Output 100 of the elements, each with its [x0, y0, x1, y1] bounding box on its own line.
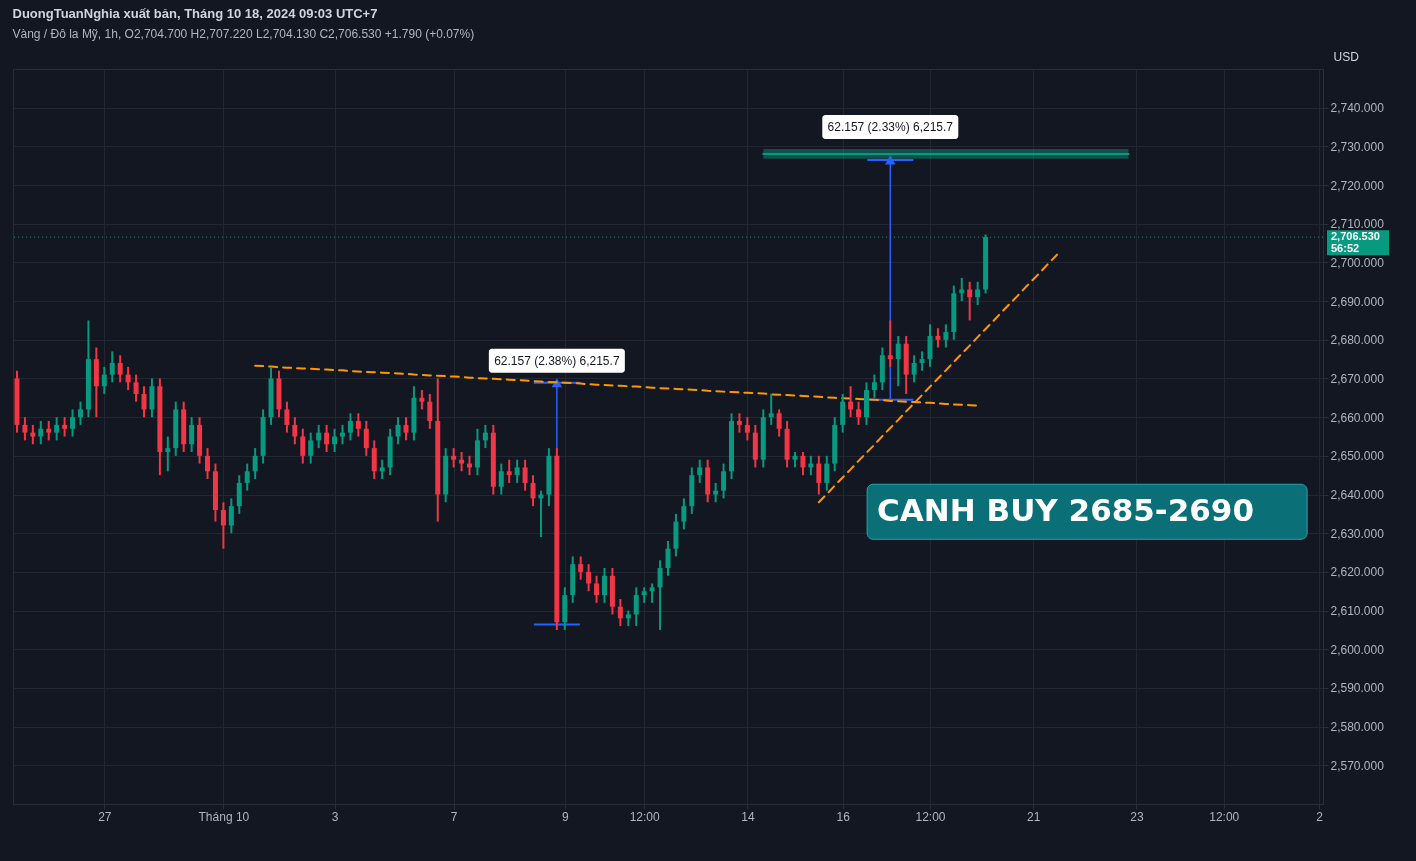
candlestick: [816, 454, 822, 496]
x-tick-label: 23: [1130, 809, 1144, 824]
candlestick: [594, 574, 600, 604]
candlestick: [601, 567, 607, 604]
candlestick: [38, 420, 44, 446]
x-tick-label: 3: [331, 809, 339, 824]
y-tick-label: 2,620.000: [1330, 565, 1385, 580]
candlestick: [133, 373, 139, 403]
candlestick: [165, 435, 171, 473]
candlestick: [252, 447, 258, 481]
candlestick: [30, 423, 36, 446]
candlestick: [355, 412, 361, 438]
candlestick: [776, 408, 782, 438]
candlestick: [848, 385, 854, 419]
candlestick: [379, 458, 385, 481]
candlestick: [721, 462, 727, 500]
x-tick-label: 14: [741, 809, 755, 824]
candlestick: [22, 416, 28, 442]
candlestick: [522, 458, 528, 492]
y-tick-label: 2,600.000: [1330, 642, 1385, 657]
y-tick-label: 2,710.000: [1330, 217, 1385, 232]
x-tick-label: 12:00: [915, 809, 946, 824]
candlestick: [800, 450, 806, 477]
candlestick: [339, 423, 345, 446]
candlestick: [824, 454, 830, 492]
candlestick: [300, 427, 306, 465]
candlestick: [768, 392, 774, 426]
candlestick: [54, 416, 60, 442]
candlestick: [62, 416, 68, 438]
candlestick: [514, 458, 520, 484]
candlestick: [427, 392, 433, 430]
candlestick: [871, 373, 877, 399]
candlestick: [324, 423, 330, 453]
candlestick: [236, 474, 242, 515]
x-tick-label: 21: [1027, 809, 1041, 824]
candlestick: [395, 416, 401, 446]
y-tick-label: 2,680.000: [1330, 333, 1385, 348]
candlestick: [205, 447, 211, 481]
x-tick-label: 27: [98, 809, 112, 824]
candlestick: [911, 354, 917, 384]
candlestick: [744, 416, 750, 442]
candlestick: [665, 539, 671, 577]
x-tick-label: 2: [1316, 809, 1324, 824]
candlestick: [141, 385, 147, 419]
candlestick: [244, 462, 250, 492]
candlestick: [189, 416, 195, 453]
candlestick: [713, 481, 719, 504]
candlestick: [70, 408, 76, 438]
y-tick-label: 2,640.000: [1330, 488, 1385, 503]
candlestick: [633, 586, 639, 628]
candlestick: [943, 323, 949, 349]
candlestick: [681, 497, 687, 531]
y-tick-label: 2,700.000: [1330, 255, 1385, 270]
ref-line-label: 2,706.530 56:52: [1331, 230, 1380, 255]
candlestick: [617, 597, 623, 628]
x-tick-label: 7: [450, 809, 458, 824]
candlestick: [284, 400, 290, 434]
candlestick: [530, 474, 536, 508]
candlestick: [657, 559, 663, 631]
candlestick: [459, 450, 465, 473]
candlestick: [220, 501, 226, 550]
candlestick: [895, 334, 901, 388]
chart-title: DuongTuanNghia xuất bản, Tháng 10 18, 2024 09:03 UTC+7: [12, 6, 378, 21]
candlestick: [228, 497, 234, 535]
x-tick-label: 9: [561, 809, 569, 824]
candlestick: [697, 458, 703, 484]
y-tick-label: 2,720.000: [1330, 178, 1385, 193]
x-tick-label: 12:00: [1209, 809, 1240, 824]
candlestick: [371, 439, 377, 481]
y-tick-label: 2,670.000: [1330, 371, 1385, 386]
y-tick-label: 2,590.000: [1330, 681, 1385, 696]
candlestick: [578, 555, 584, 581]
candlestick: [919, 350, 925, 372]
candlestick: [840, 392, 846, 434]
candlestick: [736, 412, 742, 434]
annotation: 62.157 (2.33%) 6,215.7: [827, 120, 954, 135]
candlestick: [101, 365, 107, 395]
candlestick: [506, 458, 512, 484]
candlestick: [125, 365, 131, 392]
candlestick: [149, 377, 155, 419]
candlestick: [308, 431, 314, 465]
candlestick: [316, 423, 322, 450]
candlestick: [927, 323, 933, 368]
y-tick-label: 2,730.000: [1330, 139, 1385, 154]
candlestick: [975, 280, 981, 306]
candlestick: [77, 400, 83, 426]
candlestick: [46, 420, 52, 442]
chart-subtitle: Vàng / Đô la Mỹ, 1h, O2,704.700 H2,707.220 L2,704.130 C2,706.530 +1.790 (+0.07%): [12, 27, 475, 41]
y-tick-label: 2,660.000: [1330, 410, 1385, 425]
y-tick-label: 2,570.000: [1330, 758, 1385, 773]
x-tick-label: 16: [836, 809, 851, 824]
candlestick: [935, 327, 941, 349]
candlestick: [117, 354, 123, 384]
y-tick-label: 2,610.000: [1330, 604, 1385, 619]
candlestick: [967, 280, 973, 322]
candlestick: [586, 563, 592, 593]
candlestick: [403, 416, 409, 442]
annotation: 62.157 (2.38%) 6,215.7: [494, 353, 620, 368]
y-tick-label: 2,740.000: [1330, 101, 1385, 116]
candlestick: [649, 582, 655, 604]
